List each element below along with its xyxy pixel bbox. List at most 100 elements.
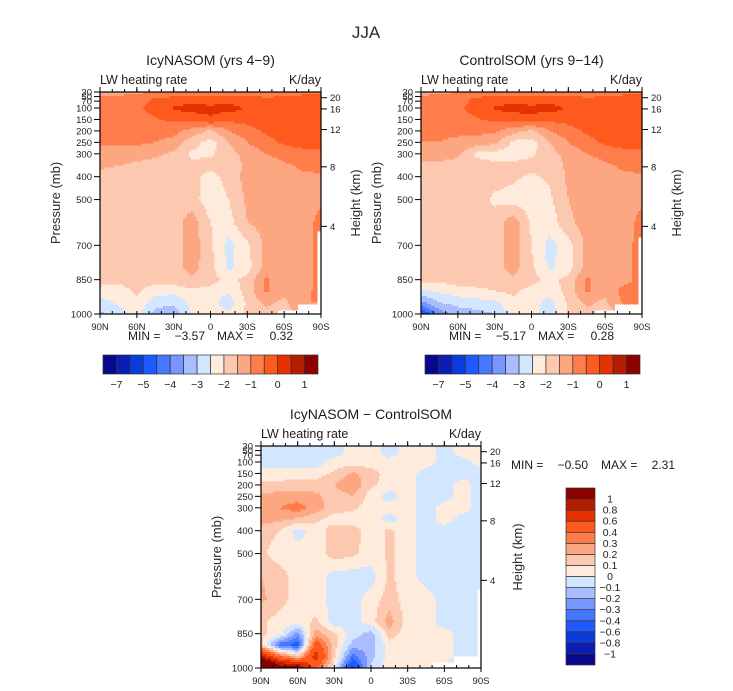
- contour-fill: [249, 254, 263, 258]
- contour-fill: [421, 262, 505, 266]
- colorbar-box: [237, 354, 252, 375]
- contour-fill: [274, 646, 280, 649]
- contour-fill: [632, 276, 639, 279]
- contour-fill: [640, 208, 642, 212]
- contour-fill: [312, 620, 319, 624]
- contour-fill: [261, 507, 282, 511]
- contour-fill: [331, 570, 376, 574]
- contour-fill: [113, 165, 243, 168]
- contour-fill: [551, 193, 568, 196]
- contour-fill: [288, 586, 327, 590]
- contour-fill: [261, 632, 268, 635]
- contour-fill: [555, 206, 572, 210]
- contour-fill: [586, 133, 642, 137]
- contour-fill: [394, 491, 417, 495]
- contour-fill: [100, 312, 105, 314]
- contour-fill: [234, 147, 259, 151]
- contour-fill: [265, 133, 321, 137]
- contour-fill: [262, 578, 290, 582]
- contour-fill: [343, 656, 347, 659]
- colorbar-box: [565, 565, 596, 577]
- x-tick-label: 60N: [128, 322, 146, 333]
- contour-fill: [421, 131, 497, 135]
- contour-fill: [306, 634, 311, 637]
- contour-fill: [242, 292, 255, 295]
- contour-fill: [261, 630, 268, 633]
- contour-fill: [274, 560, 388, 564]
- contour-fill: [261, 654, 268, 657]
- contour-fill: [269, 286, 314, 289]
- contour-fill: [234, 300, 245, 303]
- contour-fill: [390, 614, 404, 618]
- contour-fill: [453, 483, 472, 487]
- contour-fill: [505, 268, 519, 271]
- contour-fill: [100, 92, 145, 95]
- contour-fill: [294, 501, 299, 505]
- contour-fill: [421, 177, 523, 180]
- contour-fill: [495, 204, 519, 208]
- contour-fill: [537, 147, 556, 151]
- colorbar-box: [304, 354, 319, 375]
- contour-fill: [382, 515, 396, 518]
- contour-fill: [435, 515, 459, 518]
- contour-fill: [537, 145, 554, 149]
- contour-fill: [337, 662, 341, 665]
- colorbar-box: [565, 531, 596, 544]
- contour-fill: [298, 646, 301, 649]
- contour-fill: [553, 300, 566, 303]
- contour-fill: [261, 457, 331, 461]
- contour-fill: [261, 501, 295, 505]
- contour-fill: [244, 197, 321, 200]
- contour-fill: [384, 543, 396, 546]
- contour-fill: [537, 274, 568, 277]
- contour-fill: [533, 129, 550, 133]
- contour-fill: [100, 127, 192, 131]
- contour-fill: [325, 459, 437, 463]
- contour-fill: [312, 618, 319, 622]
- contour-fill: [100, 175, 202, 178]
- contour-fill: [495, 131, 519, 135]
- contour-fill: [100, 119, 166, 123]
- y-tick-label: 200: [397, 126, 413, 137]
- contour-fill: [349, 658, 352, 661]
- contour-fill: [182, 232, 200, 236]
- contour-fill: [335, 648, 343, 651]
- contour-fill: [561, 288, 576, 291]
- contour-fill: [313, 232, 318, 236]
- contour-fill: [178, 145, 200, 149]
- contour-fill: [214, 252, 225, 256]
- contour-fill: [369, 588, 386, 592]
- contour-fill: [247, 242, 263, 246]
- contour-fill: [384, 549, 396, 552]
- contour-fill: [363, 664, 368, 667]
- contour-fill: [298, 638, 303, 641]
- contour-fill: [503, 220, 521, 224]
- contour-fill: [288, 636, 297, 639]
- contour-fill: [325, 535, 362, 538]
- contour-fill: [453, 487, 472, 491]
- contour-fill: [361, 620, 376, 624]
- contour-fill: [430, 290, 497, 293]
- contour-fill: [306, 650, 309, 653]
- contour-fill: [632, 278, 639, 281]
- contour-fill: [386, 632, 400, 635]
- contour-fill: [247, 141, 279, 145]
- contour-fill: [374, 626, 382, 629]
- contour-fill: [280, 642, 295, 645]
- contour-fill: [331, 648, 337, 651]
- contour-fill: [416, 574, 481, 578]
- contour-fill: [353, 509, 417, 513]
- contour-fill: [200, 179, 221, 182]
- contour-fill: [584, 304, 594, 307]
- contour-fill: [341, 648, 349, 651]
- contour-fill: [421, 181, 517, 184]
- colorbar-label: −5: [137, 379, 149, 391]
- contour-fill: [394, 535, 417, 538]
- contour-fill: [249, 258, 263, 262]
- contour-fill: [484, 310, 507, 313]
- contour-fill: [376, 610, 390, 614]
- contour-fill: [372, 485, 417, 489]
- contour-fill: [284, 650, 295, 653]
- contour-fill: [240, 155, 273, 159]
- contour-fill: [568, 238, 584, 242]
